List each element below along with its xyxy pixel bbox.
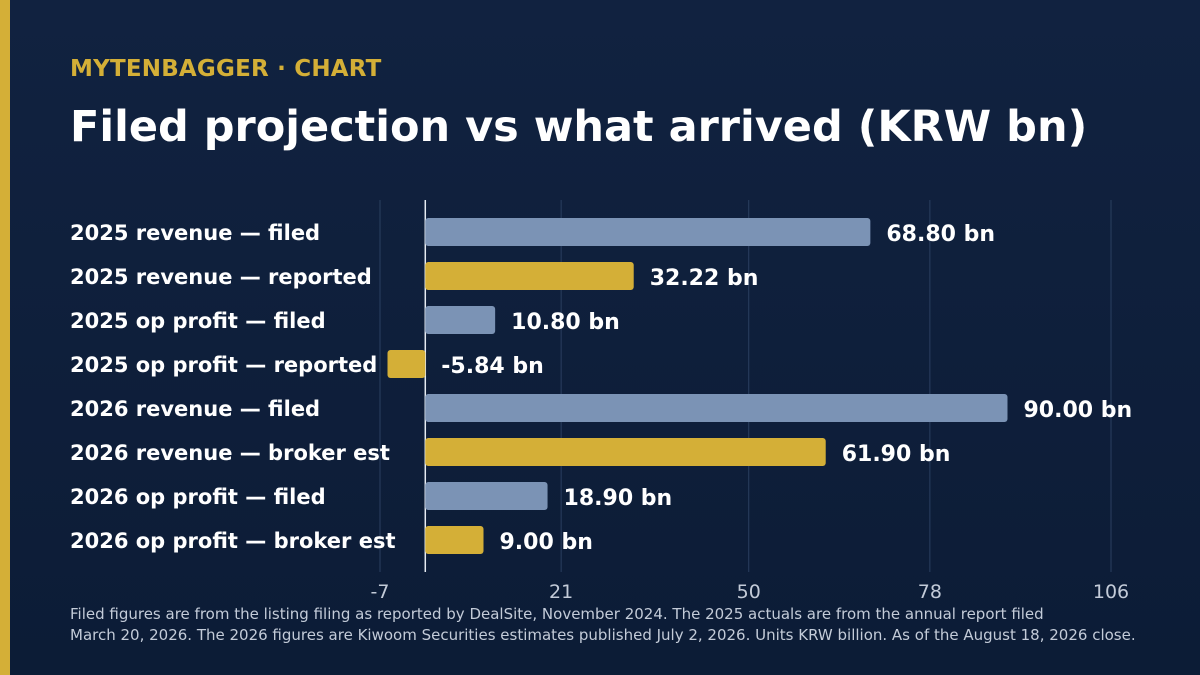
category-label: 2025 revenue — reported: [70, 265, 372, 289]
x-tick-label: 78: [918, 581, 942, 603]
data-label: 68.80 bn: [886, 222, 995, 247]
category-label: 2025 revenue — filed: [70, 221, 320, 245]
footnote-line-1: Filed figures are from the listing filin…: [70, 605, 1044, 623]
x-tick-label: 106: [1093, 581, 1129, 603]
category-label: 2026 revenue — broker est: [70, 441, 390, 465]
category-label: 2026 revenue — filed: [70, 397, 320, 421]
accent-bar: [0, 0, 10, 675]
bar: [425, 218, 871, 246]
data-label: 90.00 bn: [1023, 398, 1132, 423]
data-label: 18.90 bn: [564, 486, 673, 511]
bar: [425, 306, 496, 334]
data-label: 32.22 bn: [650, 266, 759, 291]
bar: [425, 526, 484, 554]
page-title: Filed projection vs what arrived (KRW bn…: [70, 102, 1088, 152]
x-tick-label: 21: [549, 581, 573, 603]
x-tick-label: 50: [737, 581, 761, 603]
data-label: 10.80 bn: [511, 310, 620, 335]
x-tick-label: -7: [371, 581, 390, 603]
bar: [425, 482, 548, 510]
category-label: 2025 op profit — filed: [70, 309, 326, 333]
bar: [425, 438, 826, 466]
footnote: Filed figures are from the listing filin…: [70, 604, 1150, 646]
data-label: 9.00 bn: [500, 530, 593, 555]
category-label: 2026 op profit — broker est: [70, 529, 395, 553]
footnote-line-2: March 20, 2026. The 2026 figures are Kiw…: [70, 626, 1136, 644]
brand-label: MYTENBAGGER · CHART: [70, 56, 382, 82]
data-label: 61.90 bn: [842, 442, 951, 467]
bar: [387, 350, 426, 378]
bar: [425, 262, 634, 290]
category-label: 2025 op profit — reported: [70, 353, 377, 377]
bar: [425, 394, 1008, 422]
data-label: -5.84 bn: [441, 354, 543, 379]
category-label: 2026 op profit — filed: [70, 485, 326, 509]
